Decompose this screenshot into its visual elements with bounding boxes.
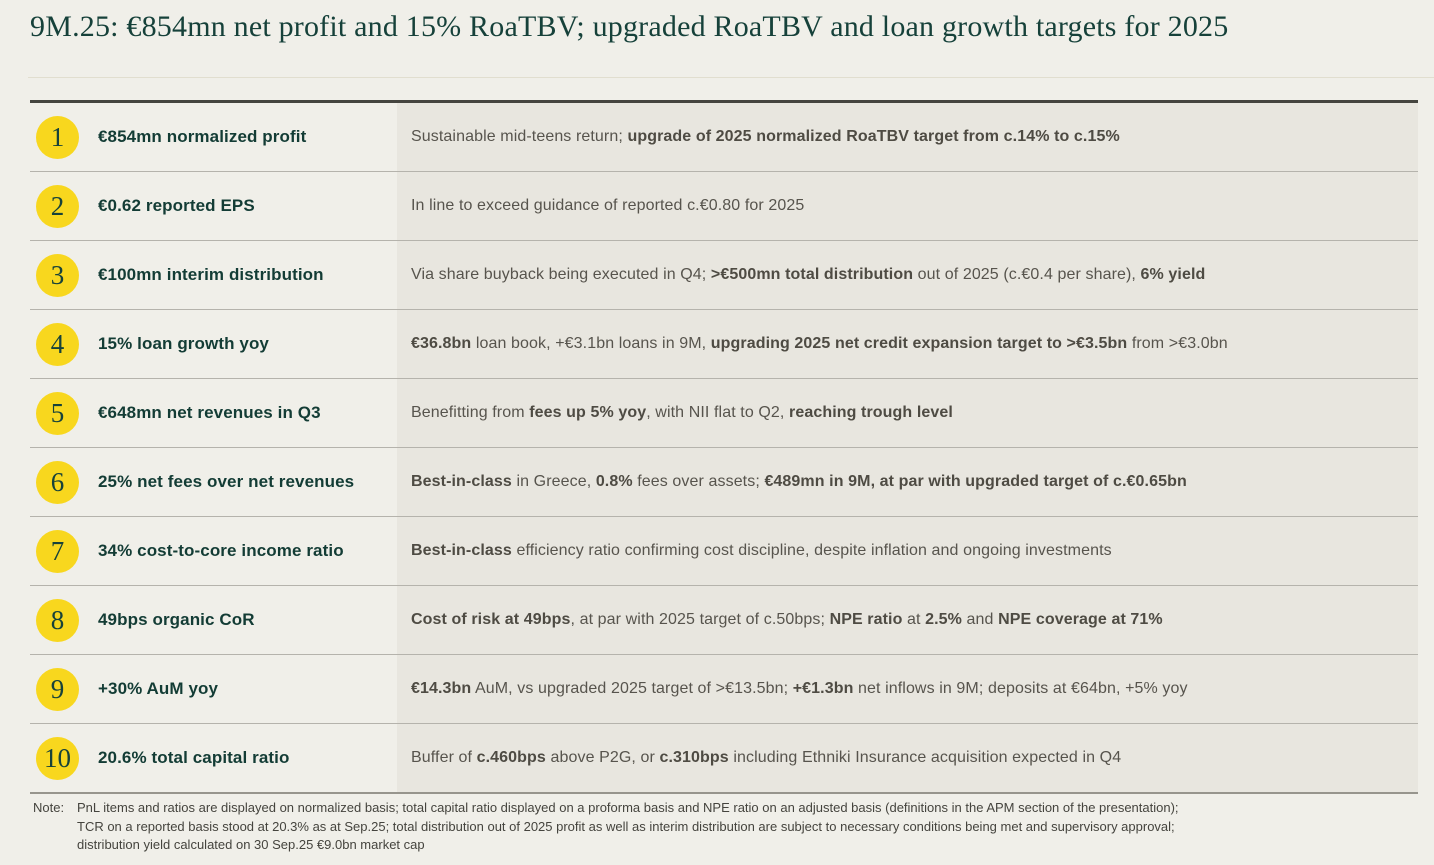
row-number-badge: 9 xyxy=(36,667,79,711)
row-left-cell: 3 €100mn interim distribution xyxy=(30,241,397,309)
row-detail: €36.8bn loan book, +€3.1bn loans in 9M, … xyxy=(397,310,1418,378)
highlights-table: 1 €854mn normalized profit Sustainable mid… xyxy=(30,100,1418,794)
highlight-row: 9 +30% AuM yoy €14.3bn AuM, vs upgraded 20… xyxy=(30,654,1418,723)
row-left-cell: 2 €0.62 reported EPS xyxy=(30,172,397,240)
row-detail: Best-in-class efficiency ratio confirmin… xyxy=(397,517,1418,585)
row-detail-text: €36.8bn loan book, +€3.1bn loans in 9M, … xyxy=(411,335,1228,352)
highlight-row: 3 €100mn interim distribution Via share bu… xyxy=(30,240,1418,309)
highlight-row: 7 34% cost-to-core income ratio Best-in-cl… xyxy=(30,516,1418,585)
row-left-cell: 6 25% net fees over net revenues xyxy=(30,448,397,516)
footnote-lines: PnL items and ratios are displayed on no… xyxy=(77,799,1179,855)
footnote-line: PnL items and ratios are displayed on no… xyxy=(77,800,1179,815)
row-number-badge: 8 xyxy=(36,598,79,642)
row-left-cell: 1 €854mn normalized profit xyxy=(30,103,397,171)
row-detail: Best-in-class in Greece, 0.8% fees over … xyxy=(397,448,1418,516)
row-detail-text: Cost of risk at 49bps, at par with 2025 … xyxy=(411,611,1163,628)
footnote-line: TCR on a reported basis stood at 20.3% a… xyxy=(77,818,1175,834)
row-left-cell: 10 20.6% total capital ratio xyxy=(30,724,397,792)
highlight-row: 8 49bps organic CoR Cost of risk at 49bps,… xyxy=(30,585,1418,654)
row-detail: In line to exceed guidance of reported c… xyxy=(397,172,1418,240)
row-label: +30% AuM yoy xyxy=(98,679,219,698)
highlight-row: 10 20.6% total capital ratio Buffer of c.4… xyxy=(30,723,1418,792)
row-detail: Benefitting from fees up 5% yoy, with NI… xyxy=(397,379,1418,447)
row-number-badge: 7 xyxy=(36,529,79,573)
row-detail: Via share buyback being executed in Q4; … xyxy=(397,241,1418,309)
row-detail-text: Best-in-class efficiency ratio confirmin… xyxy=(411,542,1112,559)
row-detail: Buffer of c.460bps above P2G, or c.310bp… xyxy=(397,724,1418,792)
highlight-row: 5 €648mn net revenues in Q3 Benefitting fr… xyxy=(30,378,1418,447)
highlight-row: 6 25% net fees over net revenues Best-in-c… xyxy=(30,447,1418,516)
row-label: 49bps organic CoR xyxy=(98,610,255,629)
row-number-badge: 10 xyxy=(36,736,79,780)
footnote: Note: PnL items and ratios are displayed… xyxy=(33,799,1424,855)
row-detail-text: Via share buyback being executed in Q4; … xyxy=(411,266,1206,283)
row-detail-text: Best-in-class in Greece, 0.8% fees over … xyxy=(411,473,1187,490)
row-label: 34% cost-to-core income ratio xyxy=(98,541,344,560)
row-number-badge: 4 xyxy=(36,322,79,366)
footnote-line: distribution yield calculated on 30 Sep.… xyxy=(77,837,425,852)
page-title: 9M.25: €854mn net profit and 15% RoaTBV;… xyxy=(30,10,1229,43)
row-label: 25% net fees over net revenues xyxy=(98,472,355,491)
row-label: €100mn interim distribution xyxy=(98,265,324,284)
row-detail-text: Benefitting from fees up 5% yoy, with NI… xyxy=(411,404,953,421)
row-detail-text: Sustainable mid-teens return; upgrade of… xyxy=(411,128,1120,145)
title-divider xyxy=(28,77,1434,78)
row-label: €854mn normalized profit xyxy=(98,127,307,146)
row-number-badge: 2 xyxy=(36,184,79,228)
row-detail-text: In line to exceed guidance of reported c… xyxy=(411,197,805,214)
highlight-row: 4 15% loan growth yoy €36.8bn loan book, +… xyxy=(30,309,1418,378)
footnote-label: Note: xyxy=(33,800,65,815)
row-number-badge: 6 xyxy=(36,460,79,504)
row-detail-text: €14.3bn AuM, vs upgraded 2025 target of … xyxy=(411,680,1188,697)
row-left-cell: 8 49bps organic CoR xyxy=(30,586,397,654)
row-left-cell: 4 15% loan growth yoy xyxy=(30,310,397,378)
row-left-cell: 5 €648mn net revenues in Q3 xyxy=(30,379,397,447)
row-left-cell: 7 34% cost-to-core income ratio xyxy=(30,517,397,585)
row-label: €0.62 reported EPS xyxy=(98,196,255,215)
row-label: 15% loan growth yoy xyxy=(98,334,269,353)
row-number-badge: 1 xyxy=(36,115,79,159)
row-detail: Sustainable mid-teens return; upgrade of… xyxy=(397,103,1418,171)
row-label: 20.6% total capital ratio xyxy=(98,748,290,767)
row-number-badge: 3 xyxy=(36,253,79,297)
row-left-cell: 9 +30% AuM yoy xyxy=(30,655,397,723)
row-detail: Cost of risk at 49bps, at par with 2025 … xyxy=(397,586,1418,654)
highlight-row: 2 €0.62 reported EPS In line to exceed gui… xyxy=(30,171,1418,240)
row-label: €648mn net revenues in Q3 xyxy=(98,403,321,422)
row-detail-text: Buffer of c.460bps above P2G, or c.310bp… xyxy=(411,749,1122,766)
row-detail: €14.3bn AuM, vs upgraded 2025 target of … xyxy=(397,655,1418,723)
highlight-row: 1 €854mn normalized profit Sustainable mid… xyxy=(30,103,1418,171)
row-number-badge: 5 xyxy=(36,391,79,435)
